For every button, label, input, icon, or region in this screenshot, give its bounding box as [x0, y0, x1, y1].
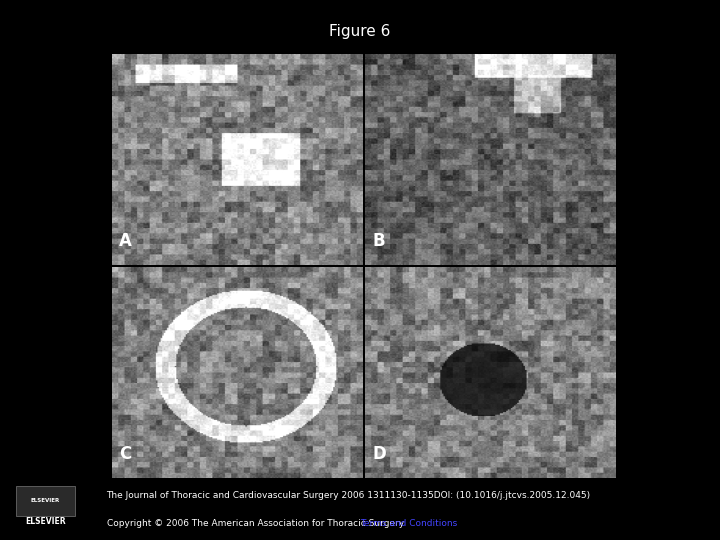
Text: ELSEVIER: ELSEVIER [25, 517, 66, 526]
Text: Figure 6: Figure 6 [329, 24, 391, 39]
Text: D: D [373, 445, 387, 463]
Text: Copyright © 2006 The American Association for Thoracic Surgery: Copyright © 2006 The American Associatio… [107, 519, 407, 528]
Text: The Journal of Thoracic and Cardiovascular Surgery 2006 1311130-1135DOI: (10.101: The Journal of Thoracic and Cardiovascul… [107, 491, 590, 500]
Text: Terms and Conditions: Terms and Conditions [360, 519, 457, 528]
Text: B: B [373, 232, 385, 250]
Text: A: A [119, 232, 132, 250]
Bar [16, 486, 75, 516]
Text: C: C [119, 445, 131, 463]
Text: ELSEVIER: ELSEVIER [31, 498, 60, 503]
